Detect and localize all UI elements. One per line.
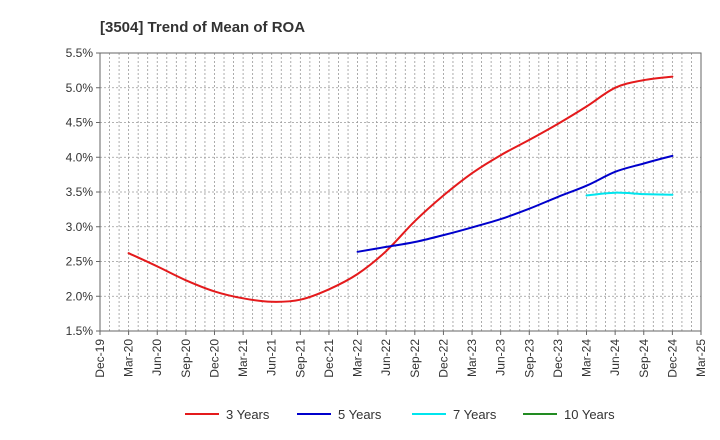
x-tick-label: Jun-20 bbox=[150, 339, 164, 376]
x-tick-label: Mar-23 bbox=[465, 339, 479, 377]
y-tick-label: 2.0% bbox=[66, 289, 94, 303]
x-tick-label: Sep-21 bbox=[293, 339, 307, 378]
chart-title: [3504] Trend of Mean of ROA bbox=[100, 19, 305, 36]
x-axis-ticks: Dec-19 Mar-20 Jun-20 Sep-20 Dec-20 Mar-21 Jun-… bbox=[93, 331, 708, 378]
x-tick-label: Mar-22 bbox=[351, 339, 365, 377]
x-tick-label: Mar-21 bbox=[236, 339, 250, 377]
x-tick-label: Sep-24 bbox=[637, 339, 651, 378]
y-axis-ticks: 1.5% 2.0% 2.5% 3.0% 3.5% 4.0% 4.5% 5.0% 5.5% bbox=[66, 46, 100, 338]
legend-label: 3 Years bbox=[226, 407, 270, 422]
y-tick-label: 4.0% bbox=[66, 150, 94, 164]
x-tick-label: Dec-22 bbox=[436, 339, 450, 378]
x-tick-label: Sep-20 bbox=[179, 339, 193, 378]
y-tick-label: 2.5% bbox=[66, 255, 94, 269]
y-tick-label: 5.0% bbox=[66, 81, 94, 95]
x-tick-label: Dec-23 bbox=[551, 339, 565, 378]
x-tick-label: Mar-25 bbox=[694, 339, 708, 377]
series-line-3-years bbox=[127, 75, 674, 303]
series-line-7-years bbox=[585, 191, 674, 197]
x-tick-label: Sep-23 bbox=[522, 339, 536, 378]
x-tick-label: Dec-24 bbox=[665, 339, 679, 378]
series-lines bbox=[127, 75, 674, 303]
x-tick-label: Mar-20 bbox=[122, 339, 136, 377]
x-tick-label: Jun-24 bbox=[608, 339, 622, 376]
legend: 3 Years 5 Years 7 Years 10 Years bbox=[185, 407, 615, 422]
x-tick-label: Mar-24 bbox=[580, 339, 594, 377]
legend-label: 10 Years bbox=[564, 407, 615, 422]
x-tick-label: Jun-23 bbox=[494, 339, 508, 376]
x-tick-label: Jun-22 bbox=[379, 339, 393, 376]
series-line-5-years bbox=[356, 154, 674, 253]
x-tick-label: Dec-21 bbox=[322, 339, 336, 378]
x-tick-label: Dec-20 bbox=[207, 339, 221, 378]
y-tick-label: 4.5% bbox=[66, 116, 94, 130]
y-tick-label: 3.0% bbox=[66, 220, 94, 234]
legend-label: 5 Years bbox=[338, 407, 382, 422]
grid-lines bbox=[100, 53, 701, 331]
y-tick-label: 1.5% bbox=[66, 324, 94, 338]
x-tick-label: Sep-22 bbox=[408, 339, 422, 378]
x-tick-label: Jun-21 bbox=[265, 339, 279, 376]
y-tick-label: 5.5% bbox=[66, 46, 94, 60]
legend-label: 7 Years bbox=[453, 407, 497, 422]
x-tick-label: Dec-19 bbox=[93, 339, 107, 378]
y-tick-label: 3.5% bbox=[66, 185, 94, 199]
